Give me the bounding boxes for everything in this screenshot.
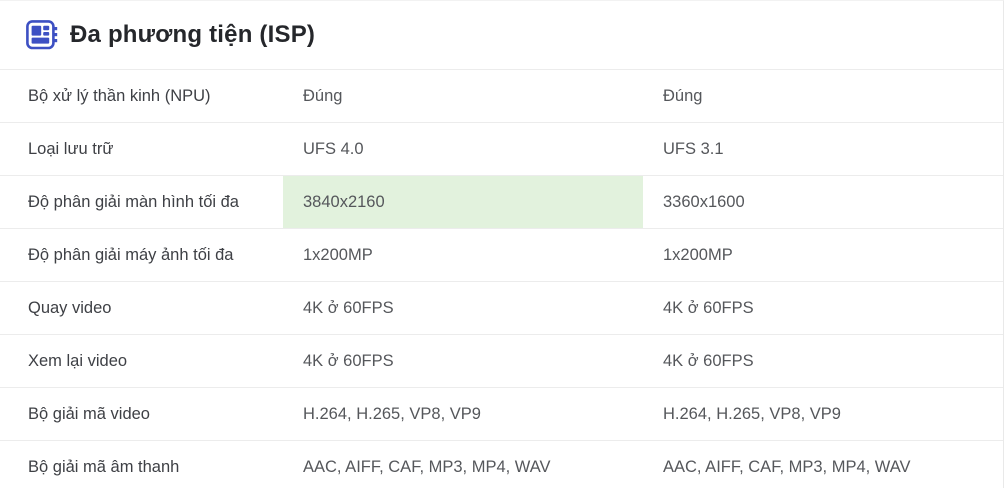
spec-value-device1: H.264, H.265, VP8, VP9: [303, 404, 481, 423]
table-row: Xem lại video 4K ở 60FPS 4K ở 60FPS: [0, 335, 1003, 388]
spec-value-device1: 4K ở 60FPS: [303, 351, 394, 370]
spec-value-device1: 3840x2160: [283, 176, 643, 228]
table-row: Quay video 4K ở 60FPS 4K ở 60FPS: [0, 282, 1003, 335]
spec-label: Bộ giải mã âm thanh: [28, 457, 180, 476]
section-title: Đa phương tiện (ISP): [70, 21, 316, 48]
spec-value-device1: AAC, AIFF, CAF, MP3, MP4, WAV: [303, 457, 551, 476]
spec-label: Bộ giải mã video: [28, 404, 150, 423]
spec-label: Xem lại video: [28, 351, 128, 370]
table-row: Bộ xử lý thần kinh (NPU) Đúng Đúng: [0, 70, 1003, 123]
spec-label: Loại lưu trữ: [28, 139, 114, 158]
spec-value-device1: Đúng: [303, 86, 343, 105]
table-row: Độ phân giải màn hình tối đa 3840x2160 3…: [0, 176, 1003, 229]
spec-value-device1: UFS 4.0: [303, 139, 364, 158]
spec-label: Độ phân giải màn hình tối đa: [28, 192, 239, 211]
spec-table: Bộ xử lý thần kinh (NPU) Đúng Đúng Loại …: [0, 70, 1003, 488]
spec-label: Độ phân giải máy ảnh tối đa: [28, 245, 234, 264]
spec-value-device2: 4K ở 60FPS: [663, 351, 754, 370]
spec-value-device1: 1x200MP: [303, 245, 373, 264]
spec-value-device2: 1x200MP: [663, 245, 733, 264]
table-row: Bộ giải mã video H.264, H.265, VP8, VP9 …: [0, 388, 1003, 441]
spec-value-device1: 4K ở 60FPS: [303, 298, 394, 317]
multimedia-isp-icon: [26, 20, 60, 50]
spec-value-device2: 3360x1600: [663, 192, 745, 211]
spec-value-device2: H.264, H.265, VP8, VP9: [663, 404, 841, 423]
spec-value-device2: UFS 3.1: [663, 139, 724, 158]
spec-value-device2: 4K ở 60FPS: [663, 298, 754, 317]
table-row: Độ phân giải máy ảnh tối đa 1x200MP 1x20…: [0, 229, 1003, 282]
spec-value-device2: Đúng: [663, 86, 703, 105]
spec-label: Bộ xử lý thần kinh (NPU): [28, 86, 211, 105]
section-header: Đa phương tiện (ISP): [0, 1, 1003, 70]
spec-value-device2: AAC, AIFF, CAF, MP3, MP4, WAV: [663, 457, 911, 476]
spec-label: Quay video: [28, 298, 112, 317]
table-row: Loại lưu trữ UFS 4.0 UFS 3.1: [0, 123, 1003, 176]
table-row: Bộ giải mã âm thanh AAC, AIFF, CAF, MP3,…: [0, 441, 1003, 488]
